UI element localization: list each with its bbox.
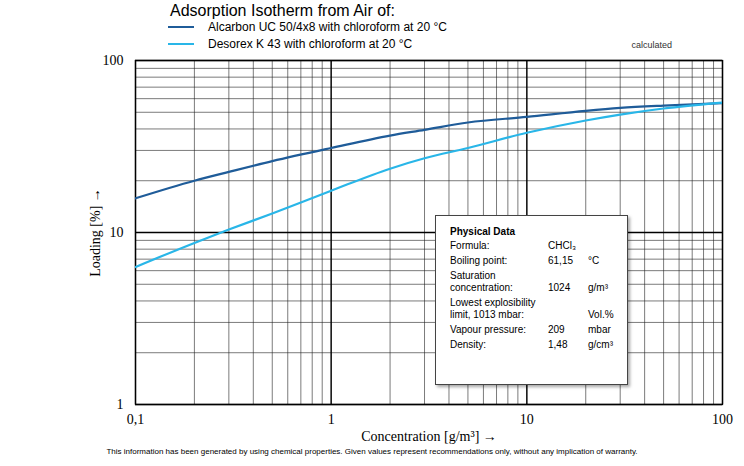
- svg-text:Loading [%] →: Loading [%] →: [88, 188, 103, 277]
- html-text:Density:: Density:: [450, 339, 487, 350]
- html-text:61,15: 61,15: [548, 255, 573, 266]
- html-text:Boiling point:: Boiling point:: [450, 255, 508, 266]
- html-text:g/m³: g/m³: [588, 282, 608, 293]
- svg-text:100: 100: [103, 55, 124, 68]
- html-text:Vol.%: Vol.%: [588, 309, 614, 320]
- html-text:CHCl₃: CHCl₃: [548, 240, 576, 251]
- svg-text:10: 10: [520, 412, 534, 427]
- html-text:calculated: calculated: [631, 40, 672, 50]
- html-text:Alcarbon UC 50/4x8 with chloro: Alcarbon UC 50/4x8 with chloroform at 20…: [208, 20, 447, 34]
- html-text:Adsorption Isotherm from Air o: Adsorption Isotherm from Air of:: [170, 2, 395, 19]
- html-text:Vapour pressure:: Vapour pressure:: [450, 324, 526, 335]
- html-text:Desorex K 43 with chloroform a: Desorex K 43 with chloroform at 20 °C: [208, 37, 413, 51]
- html-text:Formula:: Formula:: [450, 240, 490, 251]
- html-text:Saturation concentration:: Saturation concentration:: [450, 270, 513, 293]
- html-text:mbar: mbar: [588, 324, 611, 335]
- html-text:209: 209: [548, 324, 565, 335]
- svg-text:1: 1: [328, 412, 335, 427]
- html-text:g/cm³: g/cm³: [588, 339, 613, 350]
- html-text:Lowest explosibility limit, 10: Lowest explosibility limit, 1013 mbar:: [450, 297, 536, 320]
- svg-text:10: 10: [110, 225, 124, 240]
- svg-text:Concentration [g/m³] →: Concentration [g/m³] →: [361, 429, 497, 444]
- html-text:Physical Data: Physical Data: [450, 226, 515, 237]
- svg-text:1: 1: [117, 397, 124, 412]
- svg-text:100: 100: [712, 412, 733, 427]
- html-text:°C: °C: [588, 255, 600, 266]
- html-text:This information has been gene: This information has been generated by u…: [106, 447, 638, 456]
- html-text:1,48: 1,48: [548, 339, 568, 350]
- svg-text:0,1: 0,1: [127, 412, 145, 427]
- html-text:1024: 1024: [548, 282, 571, 293]
